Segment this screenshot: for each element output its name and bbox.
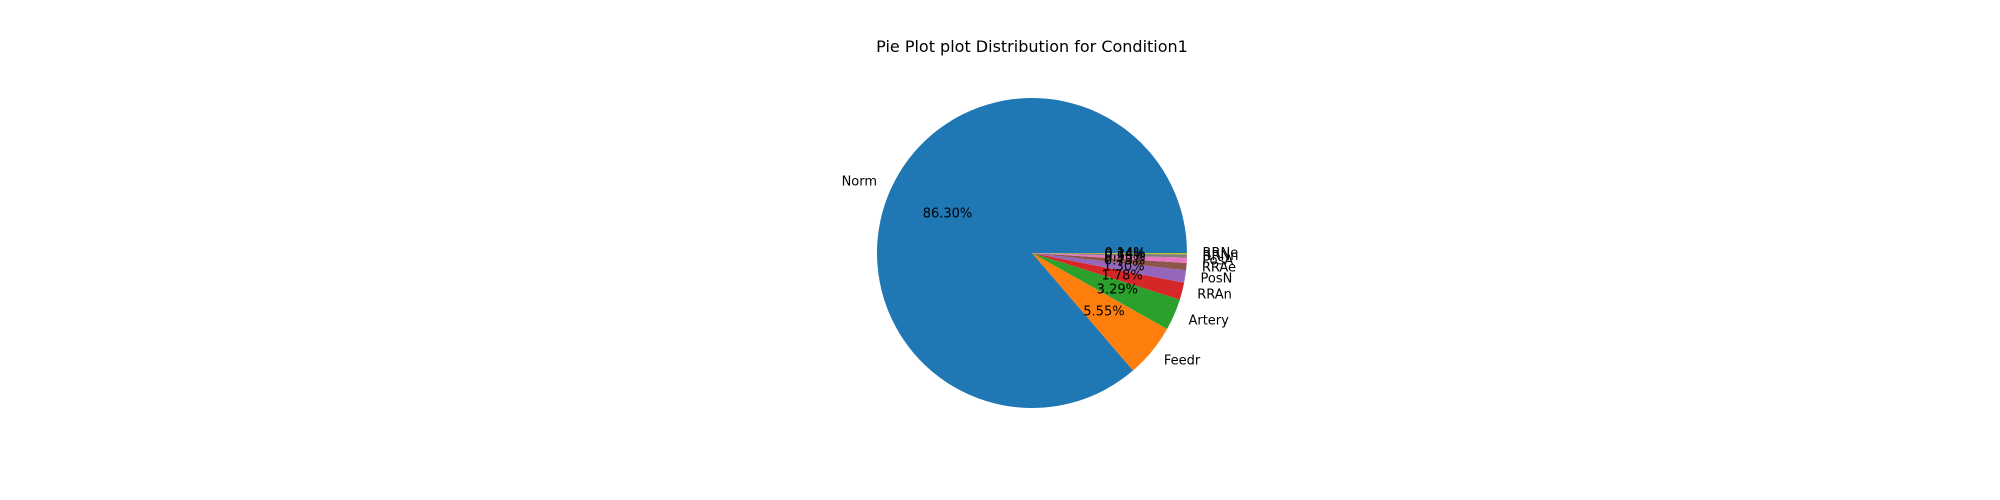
slice-pct-norm: 86.30% <box>923 207 973 222</box>
slice-label-rrae: RRAe <box>1202 261 1236 276</box>
slice-label-feedr: Feedr <box>1164 354 1201 369</box>
slice-label-posn: PosN <box>1201 271 1233 286</box>
slice-label-rran: RRAn <box>1197 288 1232 303</box>
slice-pct-feedr: 5.55% <box>1083 304 1124 319</box>
slice-pct-rrae: 0.75% <box>1104 254 1145 269</box>
pie-slice-rrne <box>1032 253 1187 255</box>
slice-label-rrnn: RRNn <box>1202 249 1238 264</box>
pie-slice-rrnn <box>1032 253 1187 258</box>
pie-slice-artery <box>1032 253 1180 329</box>
slice-pct-rrne: 0.14% <box>1104 246 1145 261</box>
pie-slice-feedr <box>1032 253 1168 371</box>
pie-labels: Norm 86.30% Feedr 5.55% Artery 3.29% RRAn 1.78%… <box>842 174 1239 368</box>
slice-pct-posa: 0.55% <box>1104 250 1145 265</box>
slice-pct-artery: 3.29% <box>1097 282 1138 297</box>
slice-label-norm: Norm <box>842 174 877 189</box>
pie-slice-norm <box>877 97 1187 408</box>
pie-slice-rrae <box>1032 253 1187 271</box>
slice-pct-rran: 1.78% <box>1101 268 1142 283</box>
pie-slices <box>877 97 1187 408</box>
slice-pct-rrnn: 0.34% <box>1104 247 1145 262</box>
slice-label-posa: PosA <box>1202 254 1233 269</box>
slice-label-artery: Artery <box>1188 313 1229 328</box>
chart-title: Pie Plot plot Distribution for Condition… <box>876 37 1188 56</box>
slice-label-rrne: RRNe <box>1202 246 1238 261</box>
pie-slice-posa <box>1032 253 1187 264</box>
pie-slice-rran <box>1032 253 1185 300</box>
slice-pct-posn: 1.30% <box>1103 260 1144 275</box>
pie-slice-posn <box>1032 253 1187 283</box>
